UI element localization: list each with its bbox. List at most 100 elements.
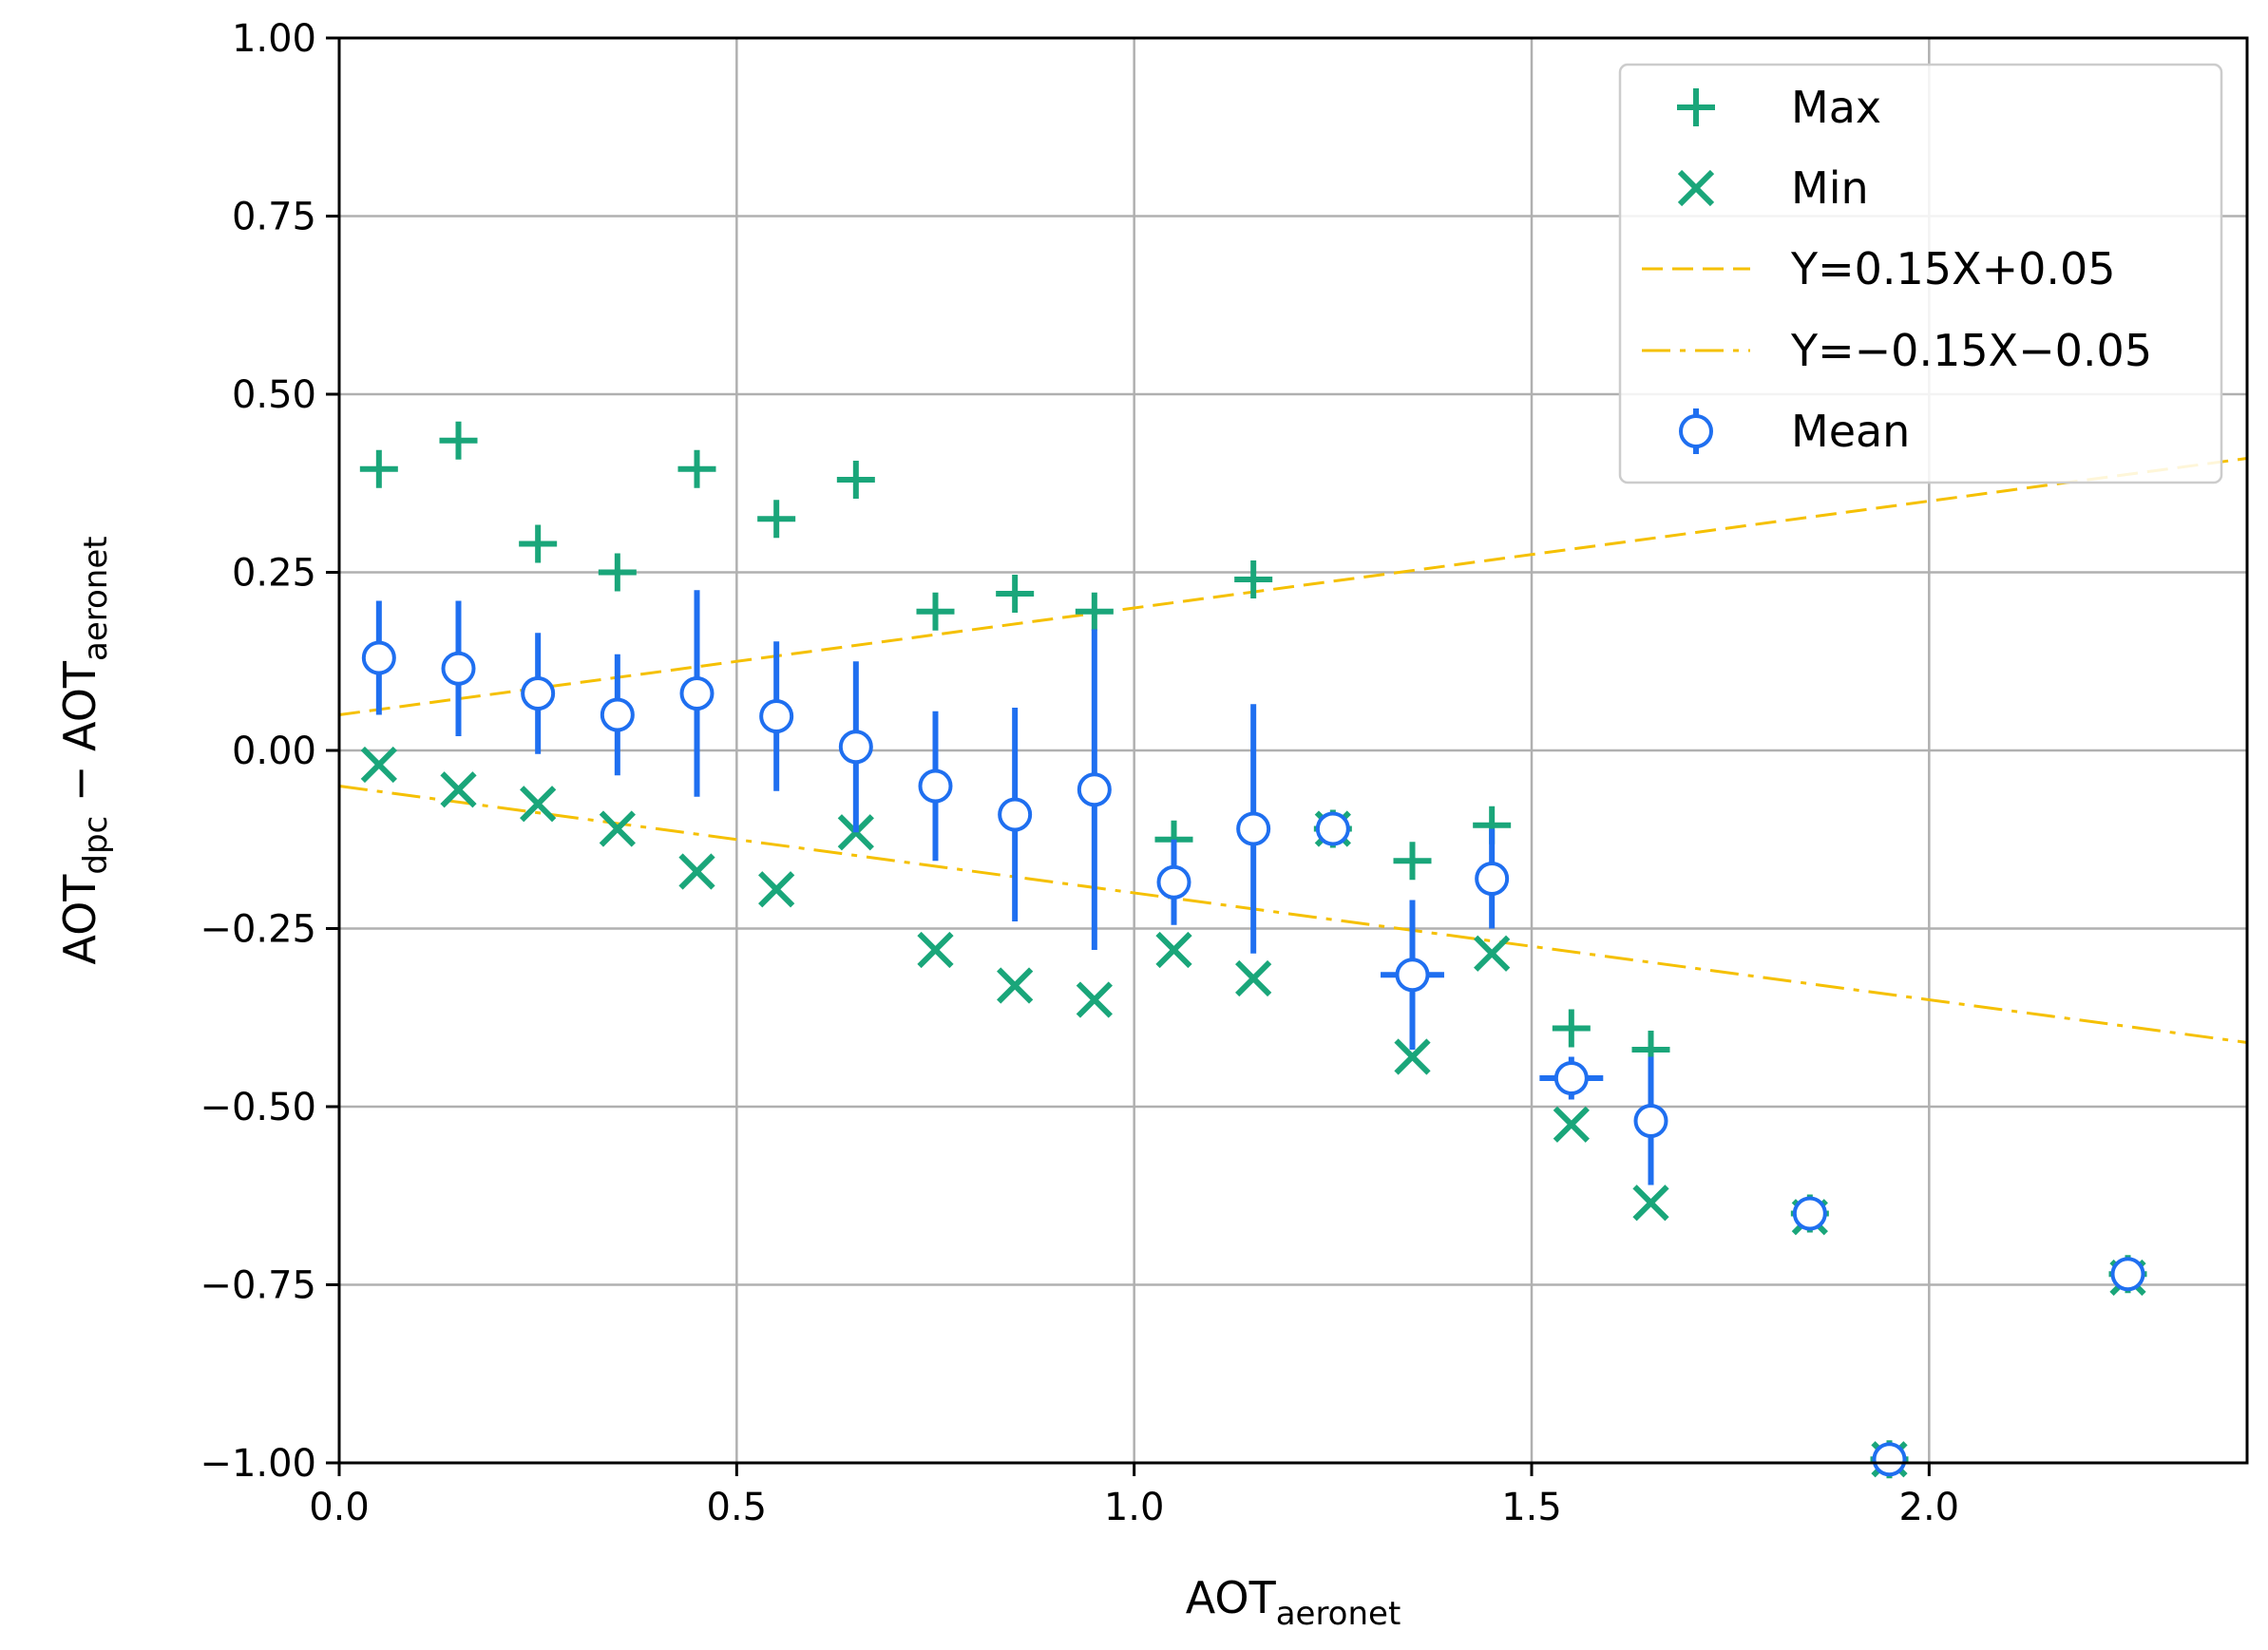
- y-axis-label-sub1: dpc: [77, 816, 115, 875]
- mean-point: [1236, 811, 1271, 846]
- y-tick-label: 0.25: [232, 552, 316, 596]
- mean-point: [679, 676, 715, 711]
- mean-point: [1633, 1104, 1668, 1138]
- x-axis-label: AOTaeronet: [1186, 1572, 1401, 1633]
- y-tick-label: −0.25: [200, 908, 316, 952]
- y-tick-label: −0.75: [200, 1264, 316, 1308]
- mean-point: [1553, 1061, 1589, 1095]
- mean-point: [521, 676, 556, 711]
- legend: Max Min Y=0.15X+0.05 Y=−0.15X−0.05 Mean: [1618, 63, 2223, 484]
- max-point: [359, 449, 398, 488]
- min-point: [1632, 1185, 1669, 1222]
- max-point: [1075, 592, 1114, 631]
- max-point: [677, 449, 716, 488]
- mean-point: [1872, 1442, 1907, 1477]
- legend-label: Min: [1791, 162, 1869, 214]
- mean-point: [1315, 811, 1350, 846]
- min-point: [1553, 1106, 1590, 1143]
- mean-point: [759, 699, 794, 733]
- min-point: [1474, 935, 1511, 972]
- max-point: [757, 500, 796, 539]
- x-axis-label-base: AOT: [1186, 1572, 1277, 1623]
- min-point: [678, 853, 715, 890]
- legend-icon: [1677, 88, 1715, 126]
- y-tick-label: −0.50: [200, 1086, 316, 1129]
- guide-line: [338, 785, 2248, 1044]
- mean-point: [838, 730, 873, 765]
- min-point: [360, 746, 397, 784]
- max-point: [996, 575, 1035, 613]
- x-b: [440, 771, 477, 808]
- min-point: [599, 810, 636, 847]
- max-point: [439, 421, 478, 460]
- x-tick-label: 1.5: [1501, 1486, 1562, 1529]
- data-marks: [359, 421, 2147, 1479]
- x-b: [1394, 1038, 1431, 1075]
- max-point: [1393, 842, 1432, 881]
- max-point: [1552, 1009, 1591, 1048]
- mean-point: [441, 651, 476, 686]
- x-b: [1076, 981, 1113, 1018]
- x-b: [1155, 931, 1192, 969]
- mean-point: [361, 640, 396, 675]
- y-tick-label: 0.75: [232, 196, 316, 239]
- legend-label: Y=−0.15X−0.05: [1790, 325, 2152, 376]
- mean-point: [600, 697, 635, 732]
- min-point: [1076, 981, 1113, 1018]
- legend-x-icon: [1677, 169, 1715, 207]
- legend-label: Mean: [1791, 406, 1910, 457]
- x-b: [1474, 935, 1511, 972]
- mean-point: [998, 797, 1033, 832]
- y-axis-label-sub2: aeronet: [77, 536, 115, 661]
- min-point: [440, 771, 477, 808]
- y-tick-label: 0.50: [232, 373, 316, 417]
- mean-point: [1395, 958, 1430, 993]
- min-point: [758, 871, 795, 908]
- x-axis-label-sub: aeronet: [1276, 1595, 1401, 1633]
- max-point: [598, 553, 637, 592]
- x-b: [1235, 959, 1272, 997]
- x-b: [1677, 169, 1715, 207]
- y-axis-label-base1: AOT: [54, 874, 105, 965]
- x-b: [758, 871, 795, 908]
- x-b: [1553, 1106, 1590, 1143]
- x-b: [678, 853, 715, 890]
- y-tick-label: 1.00: [232, 17, 316, 61]
- y-axis-label: AOTdpc − AOTaeronet: [54, 536, 115, 964]
- guide-lines: [338, 457, 2248, 1044]
- x-tick-label: 0.0: [309, 1486, 370, 1529]
- legend-label: Y=0.15X+0.05: [1790, 243, 2116, 294]
- x-tick-label: 0.5: [707, 1486, 768, 1529]
- max-point: [519, 524, 558, 563]
- mean-point: [1792, 1196, 1827, 1231]
- y-tick-label: 0.00: [232, 730, 316, 773]
- mean-point: [1156, 864, 1191, 900]
- min-point: [997, 967, 1034, 1004]
- mean-point: [1475, 862, 1510, 896]
- min-point: [1394, 1038, 1431, 1075]
- axis-ticks: 0.0 0.5 1.0 1.5 2.0 1.00 0.75 0.50 0.25 0.00 −0.25…: [200, 17, 1959, 1529]
- legend-plus-icon: [1677, 88, 1715, 126]
- x-b: [1632, 1185, 1669, 1222]
- max-point: [916, 592, 955, 631]
- mean-point: [1077, 772, 1112, 807]
- legend-box: [1618, 63, 2223, 484]
- legend-circle-icon: [1679, 414, 1713, 448]
- min-point: [1155, 931, 1192, 969]
- guide-line: [338, 457, 2248, 716]
- min-point: [1235, 959, 1272, 997]
- y-axis-label-op: −: [54, 751, 105, 816]
- x-b: [520, 786, 557, 823]
- mean-point: [918, 768, 953, 804]
- legend-icon: [1679, 408, 1713, 454]
- min-point: [520, 786, 557, 823]
- y-axis-label-base2: AOT: [54, 660, 105, 751]
- x-b: [997, 967, 1034, 1004]
- x-tick-label: 2.0: [1899, 1486, 1960, 1529]
- mean-point: [2110, 1257, 2145, 1292]
- max-point: [1234, 560, 1273, 598]
- max-point: [836, 461, 875, 499]
- x-b: [599, 810, 636, 847]
- x-b: [360, 746, 397, 784]
